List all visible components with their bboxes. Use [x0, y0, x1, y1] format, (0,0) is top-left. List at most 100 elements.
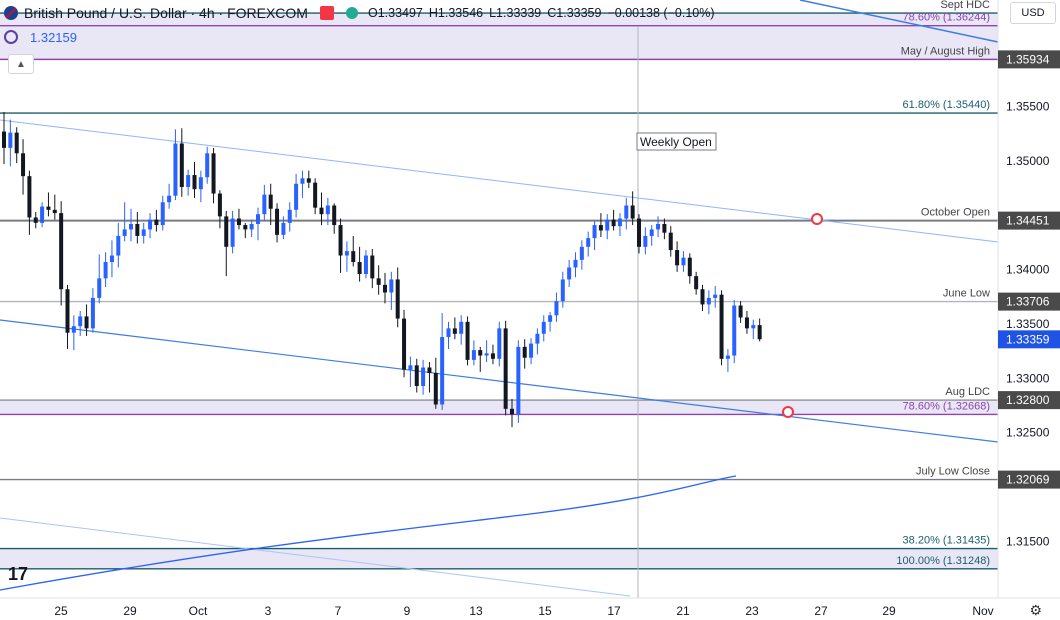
candle-body-87 — [554, 301, 559, 316]
y-tick-1: 1.35000 — [1006, 154, 1050, 168]
candle-body-46 — [294, 183, 299, 210]
level-label-8: July Low Close — [916, 466, 990, 478]
lower-zone-band — [0, 548, 998, 569]
candle-body-22 — [141, 229, 146, 236]
candle-body-108 — [687, 257, 692, 277]
level-price-label-4: 1.32069 — [1006, 473, 1050, 487]
indicator-circle-icon — [4, 30, 18, 44]
candle-body-59 — [376, 278, 381, 285]
candle-body-39 — [249, 223, 254, 230]
candle-body-64 — [408, 365, 413, 370]
candle-body-61 — [389, 279, 394, 293]
candle-body-114 — [725, 355, 730, 359]
candle-body-83 — [529, 343, 534, 358]
candle-body-18 — [116, 235, 121, 256]
rising-trendline — [0, 475, 737, 591]
y-tick-6: 1.31500 — [1006, 534, 1050, 548]
level-price-box-3 — [998, 391, 1060, 410]
candle-body-41 — [262, 194, 267, 215]
gear-icon[interactable]: ⚙ — [1029, 602, 1042, 618]
candle-body-19 — [122, 229, 127, 236]
logo-text: 17 — [8, 564, 29, 584]
x-tick-2: Oct — [189, 604, 208, 618]
candle-body-14 — [90, 297, 95, 329]
candle-body-16 — [103, 262, 108, 279]
candle-body-51 — [325, 205, 330, 215]
x-tick-6: 13 — [469, 604, 483, 618]
indicator-value: 1.32159 — [30, 29, 77, 45]
chevron-up-icon: ▲ — [16, 58, 26, 70]
level-price-box-0 — [998, 50, 1060, 69]
y-tick-3: 1.33500 — [1006, 317, 1050, 331]
level-price-label-2: 1.33706 — [1006, 295, 1050, 309]
candle-body-13 — [84, 316, 89, 329]
candle-body-111 — [706, 297, 711, 305]
candle-body-68 — [433, 372, 438, 405]
candle-body-89 — [567, 267, 572, 280]
candle-body-52 — [332, 205, 337, 226]
indicator-row[interactable]: 1.32159 — [4, 28, 77, 46]
candle-body-90 — [573, 259, 578, 268]
candle-body-80 — [510, 408, 514, 415]
candle-body-102 — [649, 229, 654, 236]
trend-intersection-marker-lower — [782, 406, 794, 418]
level-label-4: October Open — [921, 207, 990, 219]
candle-body-104 — [662, 223, 667, 233]
symbol-title[interactable]: British Pound / U.S. Dollar · 4h · FOREX… — [24, 5, 308, 21]
ohlc-low: L1.33339 — [489, 6, 542, 20]
candle-body-99 — [630, 205, 635, 219]
current-price-label: 1.33359 — [1006, 332, 1050, 346]
candle-body-70 — [446, 328, 451, 338]
candle-body-4 — [27, 176, 32, 218]
x-tick-13: Nov — [972, 604, 993, 618]
candle-body-77 — [490, 353, 495, 359]
y-tick-2: 1.34000 — [1006, 263, 1050, 277]
candle-body-17 — [109, 255, 114, 263]
time-axis — [0, 598, 1060, 620]
candle-body-6 — [40, 206, 45, 223]
currency-button[interactable]: USD — [1010, 2, 1056, 24]
candle-body-81 — [516, 346, 521, 415]
candle-body-0 — [2, 131, 6, 148]
candle-body-72 — [459, 321, 464, 334]
candle-body-71 — [452, 328, 457, 334]
tradingview-logo[interactable]: 17 — [8, 564, 28, 585]
candle-body-43 — [275, 208, 280, 235]
candle-body-10 — [65, 289, 70, 333]
y-tick-0: 1.35500 — [1006, 100, 1050, 114]
candle-body-97 — [617, 218, 622, 227]
level-price-label-1: 1.34451 — [1006, 214, 1050, 228]
status-dot-icon — [345, 7, 358, 19]
candle-body-116 — [738, 305, 743, 318]
candle-body-101 — [643, 235, 648, 247]
candle-body-15 — [97, 278, 102, 298]
candle-body-85 — [541, 321, 546, 334]
candle-body-3 — [21, 153, 26, 177]
candle-body-2 — [14, 132, 19, 154]
candle-body-1 — [8, 132, 13, 148]
candle-body-30 — [192, 175, 197, 190]
level-label-0: Sept HDC — [940, 0, 990, 11]
ohlc-high: H1.33546 — [428, 6, 484, 20]
x-tick-12: 29 — [882, 604, 896, 618]
candle-body-24 — [154, 219, 159, 226]
candle-body-57 — [363, 255, 368, 274]
gbp-usd-flag-icon — [4, 6, 18, 20]
collapse-legend-button[interactable]: ▲ — [8, 54, 34, 74]
lower-channel-trendline — [0, 319, 999, 443]
x-tick-7: 15 — [538, 604, 552, 618]
candle-body-107 — [681, 257, 686, 266]
market-closed-badge-icon — [319, 6, 334, 20]
level-price-label-0: 1.35934 — [1006, 52, 1050, 66]
candle-body-25 — [160, 202, 165, 226]
candle-body-105 — [668, 232, 673, 251]
x-tick-4: 7 — [335, 604, 342, 618]
candle-body-119 — [757, 325, 762, 340]
weekly-open-box — [636, 132, 717, 151]
candle-body-33 — [211, 153, 216, 194]
candle-body-113 — [719, 294, 724, 359]
candle-body-74 — [471, 350, 476, 360]
candle-body-7 — [46, 206, 51, 210]
ohlc-close: C1.33359 — [547, 6, 602, 20]
